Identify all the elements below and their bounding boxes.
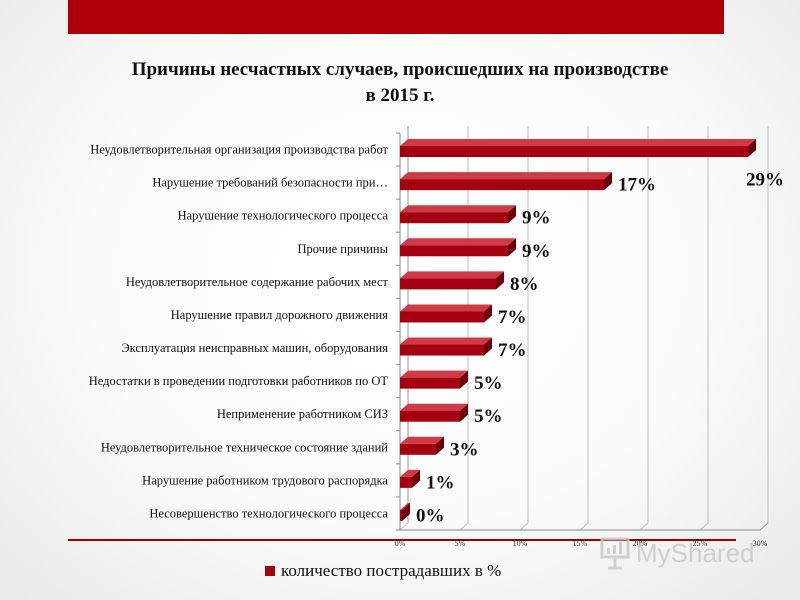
bar-side	[508, 205, 516, 224]
category-label: Эксплуатация неисправных машин, оборудов…	[121, 341, 388, 355]
bar	[400, 377, 460, 389]
bar	[400, 443, 436, 455]
category-label: Неприменение работником СИЗ	[217, 407, 388, 421]
legend-swatch	[265, 566, 275, 576]
bar-top	[400, 436, 444, 444]
x-tick-label: 30%	[753, 539, 768, 548]
chart-title-line-1: Причины несчастных случаев, происшедших …	[131, 59, 669, 80]
bar-side	[412, 469, 420, 488]
floor-edge	[759, 522, 769, 531]
category-label: Несовершенство технологического процесса	[149, 506, 388, 520]
bar-side	[460, 370, 468, 389]
floor-gridline	[699, 522, 709, 531]
category-label: Неудовлетворительная организация произво…	[90, 143, 388, 157]
category-label: Нарушение правил дорожного движения	[171, 308, 388, 322]
floor-gridline	[459, 522, 469, 531]
bar-side	[402, 502, 410, 521]
bar	[400, 179, 604, 191]
bar	[400, 278, 496, 290]
bar-top	[400, 271, 504, 279]
chart-legend: количество пострадавших в %	[265, 560, 501, 582]
bar-side	[436, 436, 444, 455]
category-label: Прочие причины	[297, 242, 388, 256]
data-label: 9%	[522, 208, 551, 229]
category-label: Неудовлетворительное техническое состоян…	[101, 440, 388, 454]
floor-gridline	[639, 522, 649, 531]
bar-side	[496, 271, 504, 290]
bar-side	[460, 403, 468, 422]
x-tick-label: 0%	[395, 539, 406, 548]
bar-side	[484, 304, 492, 323]
x-tick-label: 5%	[455, 539, 466, 548]
bar-side	[604, 172, 612, 191]
bar-side	[508, 238, 516, 257]
bar	[400, 245, 508, 257]
data-label: 29%	[746, 170, 784, 191]
bar-side	[748, 139, 756, 158]
category-label: Нарушение требований безопасности при…	[152, 176, 388, 190]
data-label: 7%	[498, 340, 527, 361]
data-label: 17%	[618, 175, 656, 196]
floor-gridline	[519, 522, 529, 531]
bar-top	[400, 502, 410, 510]
watermark: MyShared	[600, 536, 755, 570]
bar-top	[400, 205, 516, 213]
x-tick-label: 15%	[573, 539, 588, 548]
x-tick-label: 10%	[513, 539, 528, 548]
bar-top	[400, 238, 516, 246]
category-label: Неудовлетворительное содержание рабочих …	[126, 275, 389, 289]
watermark-text: MyShared	[636, 537, 755, 568]
bar	[400, 311, 484, 323]
bottom-accent-line	[68, 539, 736, 541]
bar-top	[400, 469, 420, 477]
data-label: 0%	[416, 505, 445, 526]
data-label: 8%	[510, 274, 539, 295]
presentation-icon	[600, 537, 630, 570]
data-label: 3%	[450, 439, 479, 460]
bar	[400, 509, 402, 521]
data-label: 5%	[474, 373, 503, 394]
floor-gridline	[579, 522, 589, 531]
bar	[400, 344, 484, 356]
bar	[400, 476, 412, 488]
x-tick-label: 25%	[693, 539, 708, 548]
chart-title-line-2: в 2015 г.	[365, 85, 435, 106]
bar	[400, 146, 748, 158]
bar-top	[400, 172, 612, 180]
bar-top	[400, 403, 468, 411]
floor-gridline	[399, 522, 409, 531]
data-label: 1%	[426, 472, 455, 493]
category-label: Нарушение работником трудового распорядк…	[142, 473, 388, 487]
data-label: 7%	[498, 307, 527, 328]
bar-top	[400, 304, 492, 312]
category-label: Недостатки в проведении подготовки работ…	[89, 374, 389, 388]
x-tick-label: 20%	[633, 539, 648, 548]
category-label: Нарушение технологического процесса	[178, 209, 389, 223]
bar-top	[400, 337, 492, 345]
bar-top	[400, 370, 468, 378]
data-label: 5%	[474, 406, 503, 427]
bar-top	[400, 139, 756, 147]
bar-side	[484, 337, 492, 356]
bar-chart: 0% 5% 10% 15% 20% 25% 30% Неудовлетворительная …	[89, 126, 784, 548]
bar	[400, 212, 508, 224]
top-accent-band	[68, 0, 724, 34]
data-label: 9%	[522, 241, 551, 262]
legend-label: количество пострадавших в %	[281, 561, 502, 580]
bar	[400, 410, 460, 422]
